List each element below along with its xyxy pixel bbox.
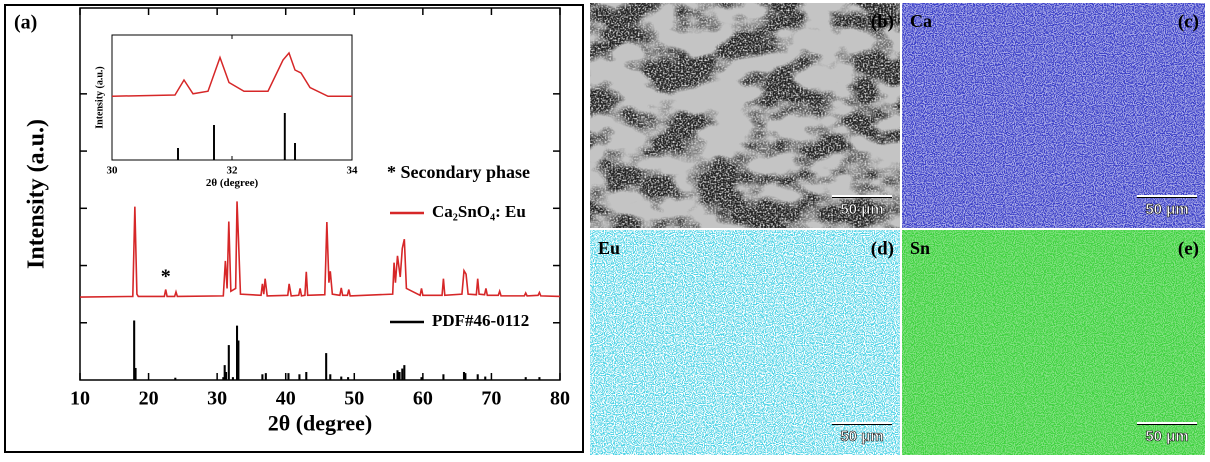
x-tick-label: 10	[70, 388, 90, 410]
legend-label: PDF#46-0112	[432, 311, 529, 330]
y-axis-label: Intensity (a.u.)	[94, 66, 105, 129]
x-tick-label: 70	[481, 388, 501, 410]
y-axis-label: Intensity (a.u.)	[24, 119, 50, 269]
x-axis-label: 2θ (degree)	[268, 410, 373, 435]
map-texture	[902, 230, 1205, 455]
panel-label: (d)	[871, 238, 894, 259]
map-texture	[902, 3, 1205, 228]
legend-note: * Secondary phase	[387, 162, 530, 182]
sem-texture	[590, 3, 900, 228]
legend-label: Ca₂SnO₄: Eu	[432, 202, 526, 221]
x-tick-label: 34	[347, 165, 359, 177]
x-tick-label: 50	[344, 388, 364, 410]
x-tick-label: 40	[276, 388, 296, 410]
micrograph-b	[590, 3, 900, 228]
micrograph-e	[902, 230, 1205, 455]
x-tick-label: 20	[139, 388, 159, 410]
page: 10 20 30 40 50 60 70 80 2θ (degree) Intensity (a.…	[0, 0, 1210, 462]
scale-label: 50 μm	[840, 201, 883, 218]
x-tick-label: 80	[550, 388, 570, 410]
annotation: *	[161, 266, 171, 288]
element-label: Eu	[598, 238, 620, 258]
x-tick-label: 32	[227, 165, 239, 177]
x-axis-label: 2θ (degree)	[206, 177, 259, 189]
figure: 10 20 30 40 50 60 70 80 2θ (degree) Intensity (a.…	[0, 0, 1210, 457]
panel-label: (b)	[871, 11, 894, 32]
plot-frame	[112, 35, 352, 160]
x-tick-label: 30	[107, 165, 119, 177]
x-tick-label: 30	[207, 388, 227, 410]
element-label: Ca	[910, 11, 932, 31]
panel-label: (a)	[14, 12, 37, 34]
scale-label: 50 μm	[1145, 428, 1188, 445]
micrograph-c	[902, 3, 1205, 228]
element-label: Sn	[910, 238, 930, 258]
micrograph-d	[590, 230, 900, 455]
x-tick-label: 60	[413, 388, 433, 410]
map-texture	[590, 230, 900, 455]
scale-label: 50 μm	[840, 428, 883, 445]
panel-label: (e)	[1178, 238, 1199, 259]
panel-label: (c)	[1178, 11, 1199, 32]
scale-label: 50 μm	[1145, 201, 1188, 218]
